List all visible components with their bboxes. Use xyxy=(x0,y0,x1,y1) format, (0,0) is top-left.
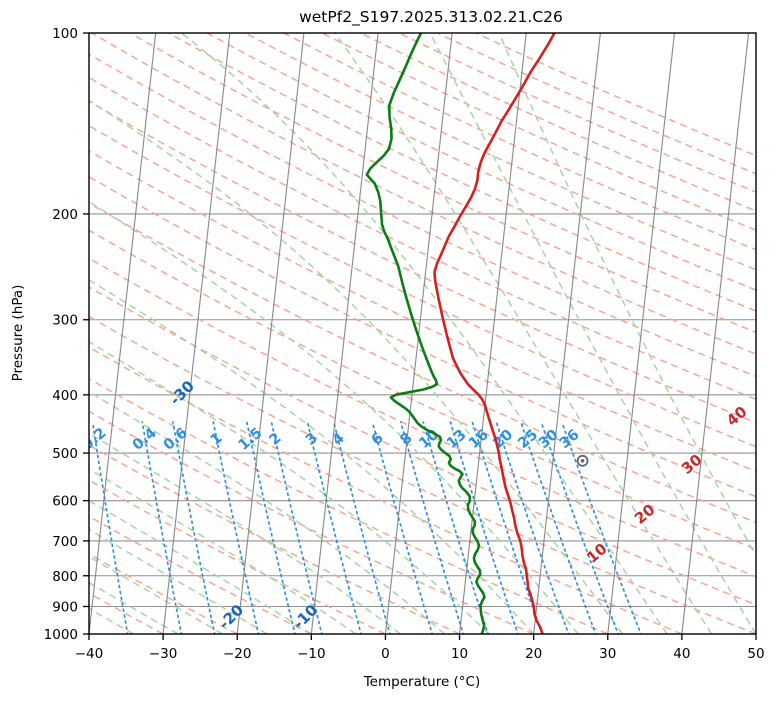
grid-layer xyxy=(89,33,756,634)
x-tick-label: −40 xyxy=(75,646,104,662)
x-tick-label: −30 xyxy=(149,646,178,662)
y-tick-label: 900 xyxy=(52,599,78,615)
temperature-profile-line xyxy=(433,33,556,634)
x-tick-label: −10 xyxy=(297,646,326,662)
y-tick-label: 700 xyxy=(52,534,78,550)
page-title: wetPf2_S197.2025.313.02.21.C26 xyxy=(299,8,563,27)
x-tick-label: −20 xyxy=(223,646,252,662)
x-tick-label: 50 xyxy=(747,646,764,662)
y-tick-label: 400 xyxy=(52,388,78,404)
y-tick-label: 1000 xyxy=(44,627,78,643)
x-tick-label: 10 xyxy=(451,646,468,662)
y-tick-label: 100 xyxy=(52,26,78,42)
x-axis-label: Temperature (°C) xyxy=(363,674,481,690)
axis-layer: −40 −30 −20 −10 0 10 20 30 40 50 100 200 300 400 500 60… xyxy=(44,26,765,662)
y-tick-label: 500 xyxy=(52,446,78,462)
sounding-data-layer xyxy=(365,33,589,634)
dewpoint-profile-line xyxy=(365,33,486,634)
y-tick-label: 800 xyxy=(52,569,78,585)
y-tick-label: 300 xyxy=(52,313,78,329)
lcl-marker xyxy=(576,454,589,467)
x-tick-label: 40 xyxy=(673,646,690,662)
x-tick-label: 0 xyxy=(381,646,390,662)
plot-frame xyxy=(88,32,757,635)
y-tick-label: 200 xyxy=(52,207,78,223)
y-axis-label: Pressure (hPa) xyxy=(10,285,26,382)
lcl-marker-dot xyxy=(580,458,585,463)
x-tick-label: 30 xyxy=(599,646,616,662)
x-tick-label: 20 xyxy=(525,646,542,662)
y-tick-label: 600 xyxy=(52,494,78,510)
